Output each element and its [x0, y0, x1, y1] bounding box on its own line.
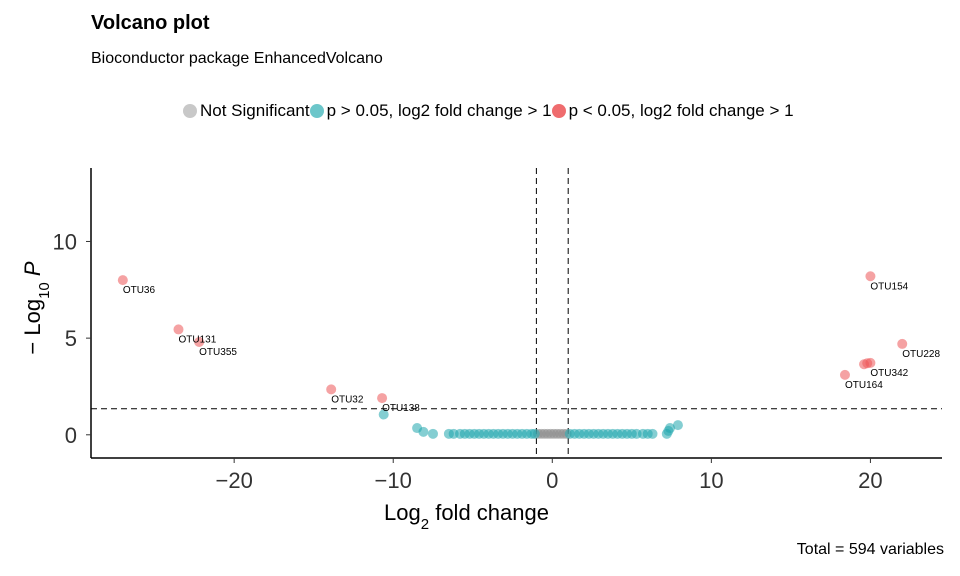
cutoff-lines	[91, 168, 942, 458]
legend-item-fc-only: p > 0.05, log2 fold change > 1	[309, 101, 552, 121]
x-tick-label: −10	[375, 468, 412, 493]
data-points	[117, 271, 908, 439]
point-p-0-05-log2-fold-change-1	[865, 271, 876, 282]
point-p-0-05-log2-fold-change-1	[117, 275, 128, 286]
legend-swatch-significant	[551, 104, 566, 118]
point-label-otu164: OTU164	[845, 380, 883, 391]
point-p-0-05-log2-fold-change-1	[427, 428, 438, 439]
legend: Not Significant p > 0.05, log2 fold chan…	[183, 101, 794, 121]
point-label-otu32: OTU32	[331, 394, 364, 405]
x-tick-label: 20	[858, 468, 882, 493]
point-label-otu228: OTU228	[902, 349, 940, 360]
y-axis-title: − Log10 P	[20, 261, 53, 354]
point-label-otu36: OTU36	[123, 285, 156, 296]
legend-label-fc-only: p > 0.05, log2 fold change > 1	[326, 101, 552, 120]
x-tick-label: 10	[699, 468, 723, 493]
legend-label-significant: p < 0.05, log2 fold change > 1	[568, 101, 794, 120]
x-tick-label: −20	[215, 468, 252, 493]
legend-item-significant: p < 0.05, log2 fold change > 1	[551, 101, 794, 121]
x-axis-title: Log2 fold change	[384, 500, 549, 533]
axes: −20 −10 0 10 20 0 5 10 Log2 fold change − Log10 P	[20, 168, 942, 533]
point-label-otu138: OTU138	[382, 403, 420, 414]
point-p-0-05-log2-fold-change-1	[647, 428, 658, 439]
y-tick-label: 0	[65, 423, 77, 448]
point-p-0-05-log2-fold-change-1	[897, 338, 908, 349]
y-tick-label: 5	[65, 326, 77, 351]
legend-swatch-not-significant	[183, 104, 197, 118]
point-label-otu342: OTU342	[870, 368, 908, 379]
point-p-0-05-log2-fold-change-1	[418, 426, 429, 437]
point-p-0-05-log2-fold-change-1	[377, 393, 388, 404]
point-p-0-05-log2-fold-change-1	[194, 337, 205, 347]
chart-subtitle: Bioconductor package EnhancedVolcano	[91, 50, 383, 67]
point-p-0-05-log2-fold-change-1	[378, 409, 389, 420]
legend-item-not-significant: Not Significant	[183, 101, 310, 121]
y-tick-label: 10	[53, 229, 77, 254]
point-label-otu154: OTU154	[870, 281, 908, 292]
point-p-0-05-log2-fold-change-1	[664, 423, 675, 434]
point-p-0-05-log2-fold-change-1	[173, 324, 184, 335]
legend-swatch-fc-only	[309, 104, 324, 118]
point-p-0-05-log2-fold-change-1	[865, 357, 876, 368]
point-labels: OTU36 OTU131 OTU355 OTU32 OTU138 OTU154 OTU228…	[123, 281, 941, 414]
x-tick-label: 0	[546, 468, 558, 493]
point-label-otu355: OTU355	[199, 347, 237, 358]
point-p-0-05-log2-fold-change-1	[672, 420, 683, 431]
point-label-otu131: OTU131	[178, 334, 216, 345]
point-p-0-05-log2-fold-change-1	[326, 384, 337, 395]
legend-label-not-significant: Not Significant	[200, 101, 310, 120]
chart-title: Volcano plot	[91, 12, 210, 34]
chart-caption: Total = 594 variables	[796, 541, 944, 558]
point-p-0-05-log2-fold-change-1	[529, 428, 540, 439]
point-p-0-05-log2-fold-change-1	[839, 369, 850, 380]
